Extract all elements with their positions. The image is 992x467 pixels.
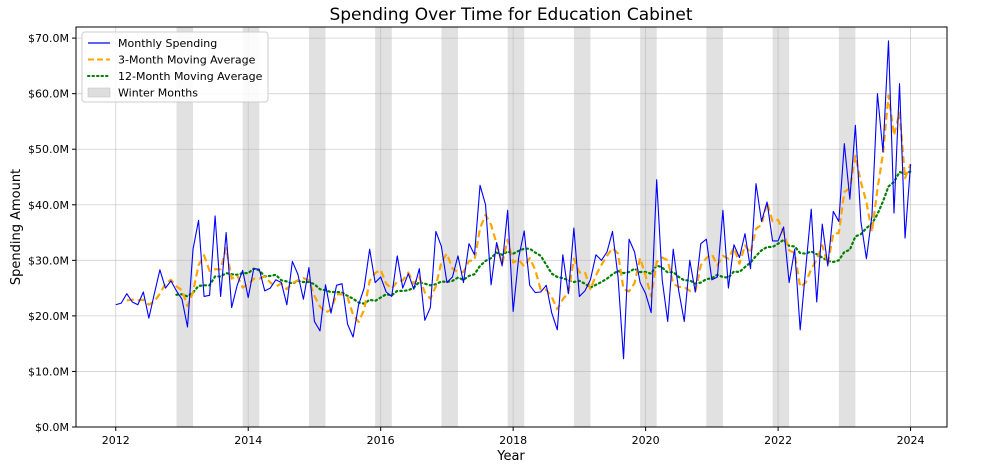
- winter-band: [176, 27, 194, 427]
- legend-box: [81, 31, 269, 103]
- winter-band: [706, 27, 723, 427]
- winter-band: [441, 27, 458, 427]
- y-tick-label: $20.0M: [28, 310, 69, 323]
- y-tick-label: $0.0M: [35, 421, 69, 434]
- y-tick-label: $10.0M: [28, 365, 69, 378]
- winter-band: [308, 27, 326, 427]
- series-lines: [115, 40, 912, 360]
- x-tick-label: 2012: [102, 434, 130, 447]
- chart-title: Spending Over Time for Education Cabinet: [329, 5, 692, 25]
- legend-label-monthly: Monthly Spending: [118, 37, 217, 50]
- series-line-monthly-spending: [115, 40, 912, 360]
- legend-label-12month: 12-Month Moving Average: [118, 70, 263, 83]
- y-tick-label: $70.0M: [28, 32, 69, 45]
- winter-bands: [176, 27, 856, 427]
- y-axis: $0.0M $10.0M $20.0M $30.0M $40.0M $50.0M $60.0…: [28, 32, 76, 434]
- x-tick-label: 2016: [367, 434, 395, 447]
- winter-band: [772, 27, 790, 427]
- winter-band: [375, 27, 392, 427]
- x-axis-label: Year: [496, 449, 525, 464]
- x-tick-label: 2024: [897, 434, 925, 447]
- legend-label-winter: Winter Months: [118, 87, 198, 100]
- x-tick-label: 2014: [234, 434, 262, 447]
- winter-band: [573, 27, 591, 427]
- x-tick-label: 2022: [764, 434, 792, 447]
- legend-swatch-winter: [87, 87, 111, 98]
- y-tick-label: $60.0M: [28, 88, 69, 101]
- y-tick-label: $40.0M: [28, 199, 69, 212]
- series-line-3-month-average: [126, 94, 912, 324]
- y-tick-label: $50.0M: [28, 143, 69, 156]
- winter-band: [507, 27, 525, 427]
- legend-label-3month: 3-Month Moving Average: [118, 54, 256, 67]
- x-axis: 2012 2014 2016 2018 2020 2022 2024: [102, 427, 925, 447]
- x-tick-label: 2020: [632, 434, 660, 447]
- winter-band: [242, 27, 260, 427]
- winter-band: [640, 27, 657, 427]
- y-tick-label: $30.0M: [28, 254, 69, 267]
- legend: Monthly Spending 3-Month Moving Average …: [81, 31, 269, 103]
- y-axis-label: Spending Amount: [9, 169, 24, 285]
- winter-band: [838, 27, 856, 427]
- x-tick-label: 2018: [499, 434, 527, 447]
- plot-frame: [75, 26, 948, 428]
